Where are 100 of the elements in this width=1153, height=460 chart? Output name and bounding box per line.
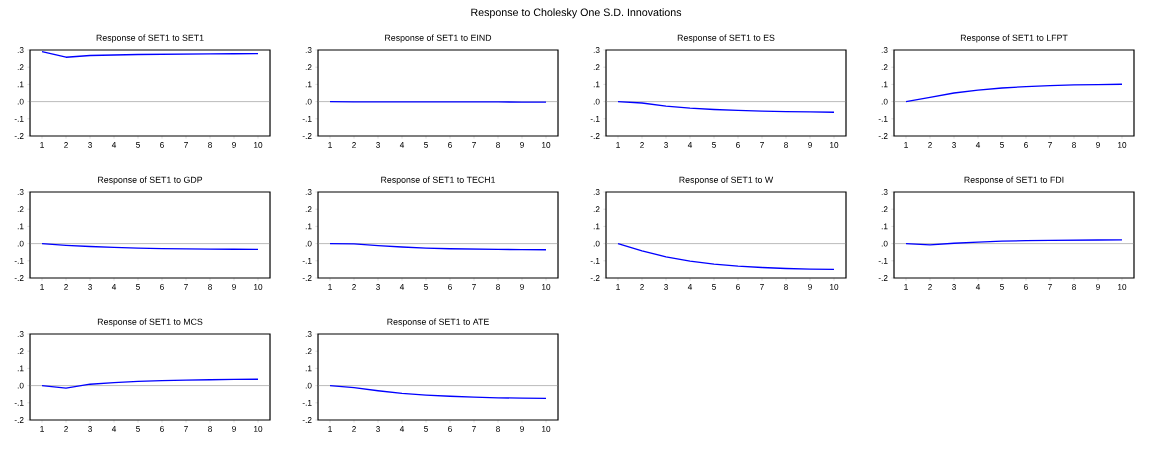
y-tick-label: .2 xyxy=(881,206,888,213)
x-tick-label: 9 xyxy=(232,142,236,148)
y-tick-label: -.1 xyxy=(14,257,24,264)
y-tick-label: .1 xyxy=(17,81,24,88)
x-tick-label: 4 xyxy=(687,284,693,290)
x-tick-label: 7 xyxy=(184,426,188,432)
x-tick-label: 8 xyxy=(208,284,212,290)
x-tick-label: 2 xyxy=(352,426,356,432)
x-tick-label: 8 xyxy=(1072,142,1076,148)
x-tick-label: 3 xyxy=(88,142,92,148)
x-tick-label: 1 xyxy=(40,284,44,290)
y-tick-label: .3 xyxy=(305,47,312,53)
y-tick-label: .2 xyxy=(17,64,24,71)
y-tick-label: -.2 xyxy=(302,417,312,423)
x-tick-label: 1 xyxy=(40,426,44,432)
y-tick-label: .3 xyxy=(593,189,600,195)
x-tick-label: 2 xyxy=(352,142,356,148)
x-tick-label: 7 xyxy=(760,284,764,290)
y-tick-label: .1 xyxy=(881,223,888,230)
y-tick-label: .0 xyxy=(17,240,24,247)
x-tick-label: 10 xyxy=(254,284,263,290)
y-tick-label: .3 xyxy=(17,189,24,195)
x-tick-label: 1 xyxy=(904,142,908,148)
y-tick-label: -.1 xyxy=(302,399,312,406)
y-tick-label: .1 xyxy=(593,81,600,88)
x-tick-label: 5 xyxy=(712,142,716,148)
y-tick-label: .1 xyxy=(17,365,24,372)
x-tick-label: 1 xyxy=(328,426,332,432)
x-tick-label: 1 xyxy=(904,284,908,290)
x-tick-label: 5 xyxy=(424,142,428,148)
x-tick-label: 2 xyxy=(64,284,68,290)
y-tick-label: -.2 xyxy=(14,133,24,139)
x-tick-label: 3 xyxy=(88,284,92,290)
y-tick-label: -.2 xyxy=(878,275,888,281)
x-tick-label: 6 xyxy=(736,284,740,290)
y-tick-label: .2 xyxy=(593,206,600,213)
x-tick-label: 3 xyxy=(664,142,668,148)
y-tick-label: -.1 xyxy=(590,115,600,122)
y-tick-label: -.1 xyxy=(590,257,600,264)
x-tick-label: 9 xyxy=(232,284,236,290)
x-tick-label: 8 xyxy=(784,284,788,290)
x-tick-label: 4 xyxy=(975,284,981,290)
y-tick-label: .0 xyxy=(17,382,24,389)
x-tick-label: 10 xyxy=(542,142,551,148)
x-tick-label: 6 xyxy=(448,142,452,148)
x-tick-label: 9 xyxy=(808,284,812,290)
x-tick-label: 7 xyxy=(1048,142,1052,148)
x-tick-label: 7 xyxy=(760,142,764,148)
y-tick-label: .1 xyxy=(17,223,24,230)
y-tick-label: .2 xyxy=(17,206,24,213)
x-tick-label: 10 xyxy=(830,284,839,290)
x-tick-label: 6 xyxy=(1024,142,1028,148)
x-tick-label: 6 xyxy=(160,284,164,290)
y-tick-label: .3 xyxy=(17,47,24,53)
x-tick-label: 5 xyxy=(136,284,140,290)
x-tick-label: 10 xyxy=(254,426,263,432)
x-tick-label: 6 xyxy=(448,284,452,290)
x-tick-label: 5 xyxy=(424,426,428,432)
x-tick-label: 2 xyxy=(64,142,68,148)
x-tick-label: 10 xyxy=(542,426,551,432)
x-tick-label: 9 xyxy=(232,426,236,432)
x-tick-label: 3 xyxy=(88,426,92,432)
x-tick-label: 10 xyxy=(542,284,551,290)
x-tick-label: 5 xyxy=(1000,284,1004,290)
x-tick-label: 6 xyxy=(448,426,452,432)
y-tick-label: .1 xyxy=(305,81,312,88)
x-tick-label: 10 xyxy=(1118,284,1127,290)
x-tick-label: 4 xyxy=(399,426,405,432)
chart-title: Response of SET1 to SET1 xyxy=(96,34,204,43)
x-tick-label: 3 xyxy=(376,284,380,290)
x-tick-label: 4 xyxy=(111,284,117,290)
chart-title: Response of SET1 to MCS xyxy=(97,318,203,327)
x-tick-label: 10 xyxy=(254,142,263,148)
x-tick-label: 8 xyxy=(496,426,500,432)
x-tick-label: 1 xyxy=(328,284,332,290)
x-tick-label: 1 xyxy=(40,142,44,148)
x-tick-label: 9 xyxy=(1096,284,1100,290)
x-tick-label: 3 xyxy=(376,142,380,148)
x-tick-label: 7 xyxy=(472,142,476,148)
x-tick-label: 7 xyxy=(472,426,476,432)
x-tick-label: 8 xyxy=(208,426,212,432)
y-tick-label: -.2 xyxy=(302,133,312,139)
x-tick-label: 3 xyxy=(376,426,380,432)
x-tick-label: 2 xyxy=(640,142,644,148)
y-tick-label: .3 xyxy=(305,189,312,195)
x-tick-label: 8 xyxy=(784,142,788,148)
x-tick-label: 8 xyxy=(208,142,212,148)
y-tick-label: .2 xyxy=(593,64,600,71)
y-tick-label: -.1 xyxy=(302,257,312,264)
x-tick-label: 3 xyxy=(664,284,668,290)
y-tick-label: .0 xyxy=(881,240,888,247)
y-tick-label: .1 xyxy=(593,223,600,230)
y-tick-label: .0 xyxy=(593,240,600,247)
x-tick-label: 3 xyxy=(952,142,956,148)
y-tick-label: .1 xyxy=(305,223,312,230)
y-tick-label: .2 xyxy=(305,206,312,213)
x-tick-label: 5 xyxy=(136,142,140,148)
x-tick-label: 2 xyxy=(928,284,932,290)
x-tick-label: 6 xyxy=(160,142,164,148)
y-tick-label: .0 xyxy=(593,98,600,105)
